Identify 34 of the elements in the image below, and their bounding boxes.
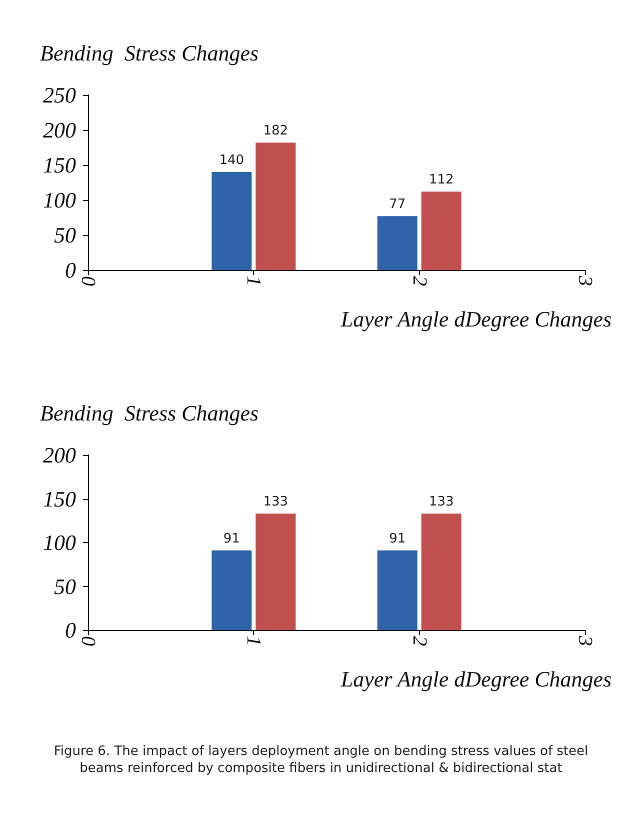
y-tick-label: 150 xyxy=(43,486,76,512)
x-tick-label: 3 xyxy=(574,275,596,286)
data-label: 133 xyxy=(428,494,454,510)
data-label: 140 xyxy=(219,153,244,168)
caption: Figure 6. The impact of layers deployment angle on bending stress values of steel beams reinforced by composite fibers in unidirectional & bidirectional stat xyxy=(52,744,590,778)
y-axis-title: Bending Stress Changes xyxy=(40,400,259,426)
x-tick-label: 2 xyxy=(408,276,430,286)
data-label: 91 xyxy=(223,531,240,546)
x-tick-label: 1 xyxy=(242,636,265,646)
data-label: 91 xyxy=(389,531,406,546)
y-tick-label: 50 xyxy=(54,574,76,599)
bar xyxy=(212,172,252,270)
x-tick-label: 3 xyxy=(574,635,596,646)
x-tick-label: 2 xyxy=(408,636,430,646)
y-axis-title: Bending Stress Changes xyxy=(40,40,259,66)
bar xyxy=(256,142,296,270)
data-label: 133 xyxy=(263,494,288,510)
data-label: 77 xyxy=(389,197,406,212)
x-tick-label: 0 xyxy=(77,636,99,646)
x-tick-label: 1 xyxy=(242,276,265,286)
bar xyxy=(377,216,418,270)
y-tick-label: 50 xyxy=(54,222,76,248)
data-label: 182 xyxy=(263,124,288,139)
y-tick-label: 150 xyxy=(43,152,76,178)
x-tick-label: 0 xyxy=(77,276,99,286)
x-axis-title: Layer Angle dDegree Changes xyxy=(340,666,612,692)
y-tick-label: 200 xyxy=(43,118,76,142)
data-label: 112 xyxy=(428,172,454,188)
y-tick-label: 200 xyxy=(43,442,76,468)
x-axis-title: Layer Angle dDegree Changes xyxy=(340,306,612,332)
y-tick-label: 100 xyxy=(43,530,76,555)
y-tick-label: 100 xyxy=(43,188,76,212)
bar xyxy=(421,192,462,270)
y-tick-label: 250 xyxy=(43,82,76,108)
